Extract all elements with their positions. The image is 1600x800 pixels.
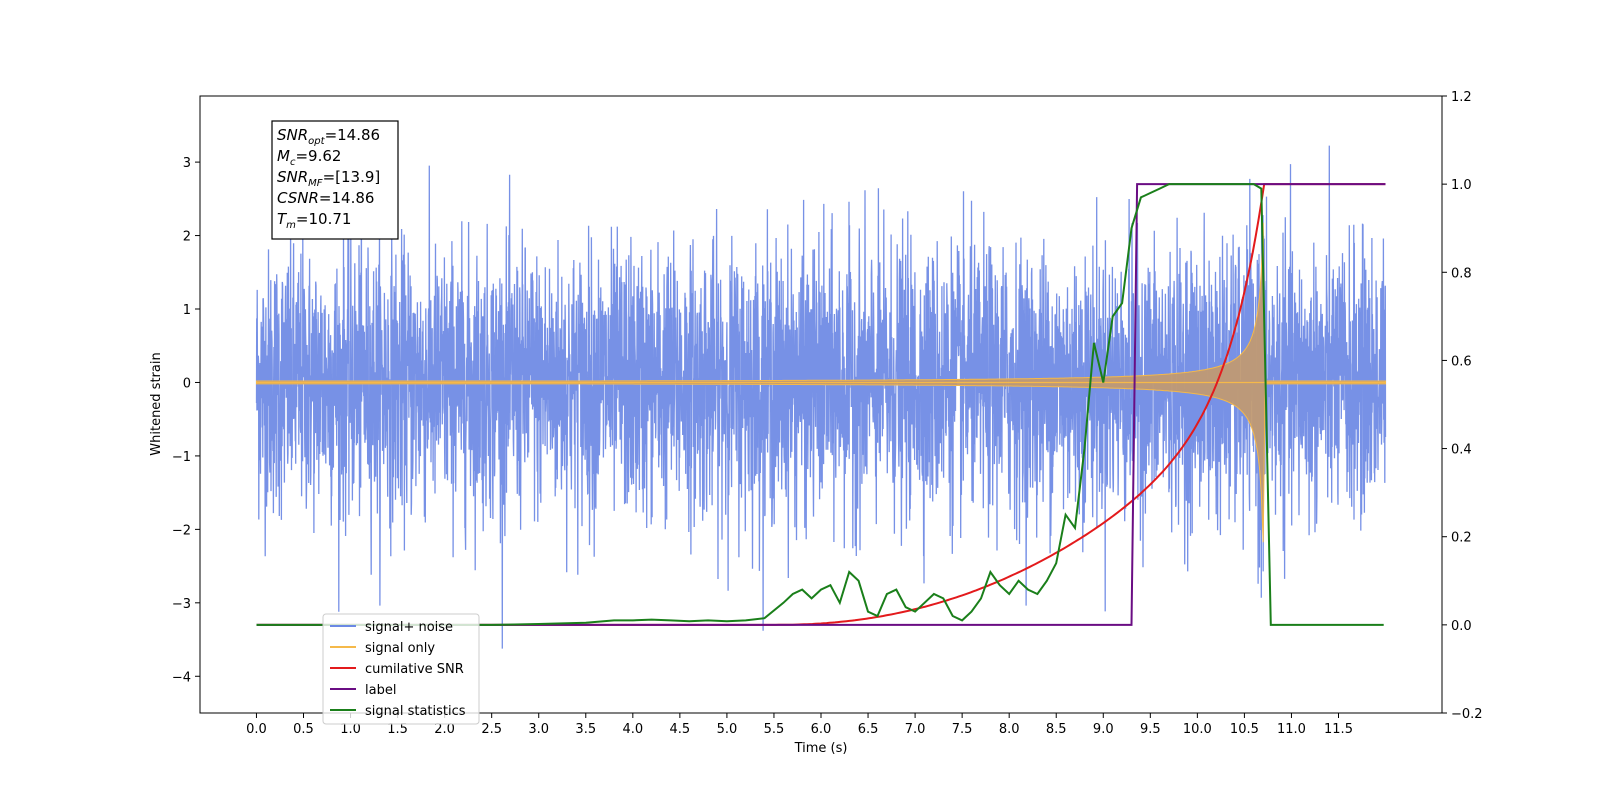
x-tick-label: 9.5 — [1140, 722, 1161, 737]
legend-entry-label: label — [365, 683, 396, 698]
y-right-tick-label: 0.0 — [1451, 619, 1472, 634]
x-tick-label: 1.5 — [387, 722, 408, 737]
info-box: SNRopt=14.86Mc=9.62SNRMF=[13.9]CSNR=14.8… — [271, 120, 399, 240]
x-tick-label: 10.0 — [1183, 722, 1212, 737]
x-tick-label: 10.5 — [1230, 722, 1259, 737]
x-tick-label: 1.0 — [340, 722, 361, 737]
info-box-line: Tm=10.71 — [277, 210, 351, 231]
y-right-tick-label: 1.2 — [1451, 90, 1472, 105]
legend-entry-label: signal statistics — [365, 704, 466, 719]
info-box-line: SNRopt=14.86 — [277, 126, 380, 147]
x-tick-label: 5.0 — [717, 722, 738, 737]
series-label-line — [256, 183, 1386, 626]
x-tick-label: 3.5 — [575, 722, 596, 737]
legend-entry-label: signal only — [365, 641, 435, 656]
series-signal-statistics-line — [256, 183, 1384, 626]
legend: signal+ noise signal only cumilative SNR la… — [322, 613, 480, 725]
axes: 0.0 0.5 1.0 1.5 2.0 2.5 3.0 3.5 4.0 4.5 5.0 5.5 6.0 6… — [172, 90, 1483, 737]
y-axis-label: Whitened strain — [149, 352, 164, 455]
x-tick-label: 0.5 — [293, 722, 314, 737]
x-tick-label: 4.5 — [670, 722, 691, 737]
legend-entry-label: cumilative SNR — [365, 662, 464, 677]
y-left-tick-label: 3 — [183, 156, 191, 171]
x-tick-label: 11.0 — [1277, 722, 1306, 737]
x-tick-label: 6.0 — [811, 722, 832, 737]
info-box-line: SNRMF=[13.9] — [277, 168, 380, 189]
x-tick-label: 5.5 — [764, 722, 785, 737]
x-tick-label: 8.5 — [1046, 722, 1067, 737]
y-right-tick-label: −0.2 — [1451, 707, 1483, 722]
y-left-tick-label: −1 — [172, 450, 191, 465]
series-signal-noise-line — [255, 145, 1387, 649]
x-axis-label: Time (s) — [794, 741, 848, 756]
x-tick-label: 3.0 — [528, 722, 549, 737]
y-left-tick-label: 2 — [183, 230, 191, 245]
x-tick-label: 2.5 — [481, 722, 502, 737]
x-tick-label: 7.0 — [905, 722, 926, 737]
y-right-tick-label: 0.6 — [1451, 354, 1472, 369]
y-left-tick-label: −2 — [172, 523, 191, 538]
x-tick-label: 4.0 — [622, 722, 643, 737]
x-tick-label: 6.5 — [858, 722, 879, 737]
y-right-tick-label: 1.0 — [1451, 178, 1472, 193]
y-left-tick-label: −4 — [172, 670, 191, 685]
x-tick-label: 8.0 — [999, 722, 1020, 737]
y-left-tick-label: 1 — [183, 303, 191, 318]
x-tick-label: 2.0 — [434, 722, 455, 737]
x-tick-label: 0.0 — [246, 722, 267, 737]
x-tick-label: 11.5 — [1324, 722, 1353, 737]
x-tick-label: 9.0 — [1093, 722, 1114, 737]
info-box-line: Mc=9.62 — [277, 147, 341, 168]
y-right-tick-label: 0.8 — [1451, 266, 1472, 281]
legend-entry-label: signal+ noise — [365, 620, 453, 635]
y-left-tick-label: 0 — [183, 376, 191, 391]
info-box-frame — [271, 120, 399, 240]
legend-frame — [322, 613, 480, 725]
y-left-tick-label: −3 — [172, 597, 191, 612]
y-right-tick-label: 0.4 — [1451, 443, 1472, 458]
y-right-tick-label: 0.2 — [1451, 531, 1472, 546]
x-tick-label: 7.5 — [952, 722, 973, 737]
info-box-line: CSNR=14.86 — [277, 189, 374, 207]
